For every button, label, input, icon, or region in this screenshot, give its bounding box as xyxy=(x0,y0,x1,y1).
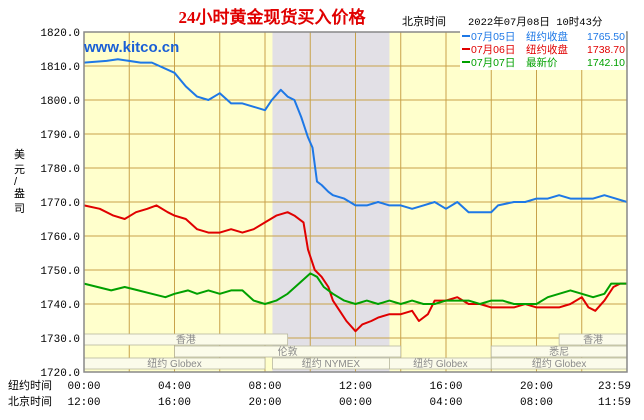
y-tick-label: 1800.0 xyxy=(40,96,80,108)
ny-time-row-label: 纽约时间 xyxy=(8,378,52,392)
y-tick-label: 1770.0 xyxy=(40,198,80,210)
series-line xyxy=(83,204,627,333)
legend-box xyxy=(460,29,626,70)
x-tick-label-ny: 04:00 xyxy=(158,381,191,393)
session-label: 香港 xyxy=(583,334,603,346)
legend-value: 1742.10 xyxy=(587,57,625,69)
chart-title: 24小时黄金现货买入价格 xyxy=(179,7,367,27)
series-line xyxy=(83,58,628,214)
y-tick-label: 1720.0 xyxy=(40,368,80,380)
x-tick-label-ny: 08:00 xyxy=(248,381,281,393)
session-bar xyxy=(174,345,402,358)
legend-value: 1738.70 xyxy=(587,44,625,56)
x-tick-label-bj: 12:00 xyxy=(67,397,100,409)
session-label: 伦敦 xyxy=(278,345,298,358)
y-axis-label: 美元/盎司 xyxy=(14,148,25,215)
legend-date: 07月07日 xyxy=(471,57,515,69)
timezone-label: 北京时间 xyxy=(402,14,446,28)
legend-label: 纽约收盘 xyxy=(526,30,568,43)
x-tick-label-ny: 23:59 xyxy=(598,381,631,393)
y-tick-labels: 1820.0 1810.0 1800.0 1790.0 1780.0 1770.0 1760… xyxy=(40,28,80,380)
y-tick-label: 1780.0 xyxy=(40,164,80,176)
legend: 07月05日 纽约收盘 1765.50 07月06日 纽约收盘 1738.70 07月07日… xyxy=(460,29,626,70)
x-tick-label-ny: 00:00 xyxy=(67,381,100,393)
legend-date: 07月05日 xyxy=(471,31,515,43)
timestamp: 2022年07月08日 10时43分 xyxy=(468,15,603,29)
x-tick-label-bj: 11:59 xyxy=(598,397,631,409)
legend-label: 最新价 xyxy=(526,56,558,69)
legend-date: 07月06日 xyxy=(471,44,515,56)
session-label: 纽约 Globex xyxy=(147,357,201,370)
series-lines xyxy=(83,58,628,333)
series-line xyxy=(83,272,627,305)
y-tick-label: 1750.0 xyxy=(40,266,80,278)
session-label: 纽约 Globex xyxy=(413,357,467,370)
x-tick-label-bj: 04:00 xyxy=(429,397,462,409)
x-tick-label-ny: 12:00 xyxy=(339,381,372,393)
bj-time-row-label: 北京时间 xyxy=(8,394,52,408)
legend-value: 1765.50 xyxy=(587,31,625,43)
x-tick-labels: 00:00 12:00 04:00 16:00 08:00 20:00 12:00 00:00… xyxy=(67,381,631,409)
x-tick-label-ny: 20:00 xyxy=(520,381,553,393)
session-label: 香港 xyxy=(176,334,196,346)
plot-frame xyxy=(83,31,628,373)
session-label: 纽约 NYMEX xyxy=(302,357,361,370)
y-tick-label: 1820.0 xyxy=(40,28,80,40)
x-tick-label-ny: 16:00 xyxy=(429,381,462,393)
x-tick-label-bj: 08:00 xyxy=(520,397,553,409)
x-tick-label-bj: 20:00 xyxy=(248,397,281,409)
legend-label: 纽约收盘 xyxy=(526,43,568,56)
session-label: 悉尼 xyxy=(549,346,569,358)
y-tick-label: 1790.0 xyxy=(40,130,80,142)
x-tick-label-bj: 16:00 xyxy=(158,397,191,409)
y-tick-label: 1740.0 xyxy=(40,300,80,312)
y-tick-label: 1730.0 xyxy=(40,334,80,346)
session-label: 纽约 Globex xyxy=(532,357,586,370)
watermark: www.kitco.cn xyxy=(83,39,179,56)
x-tick-label-bj: 00:00 xyxy=(339,397,372,409)
y-tick-label: 1810.0 xyxy=(40,62,80,74)
y-tick-label: 1760.0 xyxy=(40,232,80,244)
